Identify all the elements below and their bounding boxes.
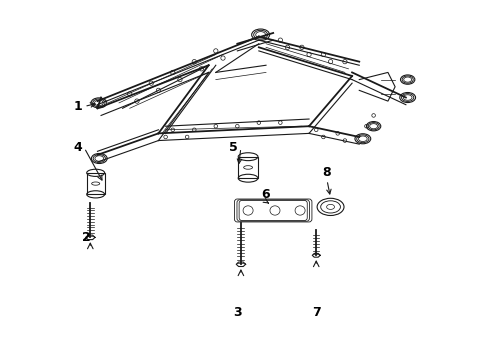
Text: 4: 4 [73, 141, 82, 154]
Text: 3: 3 [233, 306, 241, 319]
Text: 5: 5 [229, 141, 238, 154]
Text: 6: 6 [261, 188, 270, 201]
Bar [238, 157, 258, 178]
Text: 7: 7 [311, 306, 320, 319]
Text: 1: 1 [73, 100, 82, 113]
Text: 8: 8 [322, 166, 330, 179]
Bar [86, 173, 104, 194]
Text: 2: 2 [82, 231, 91, 244]
